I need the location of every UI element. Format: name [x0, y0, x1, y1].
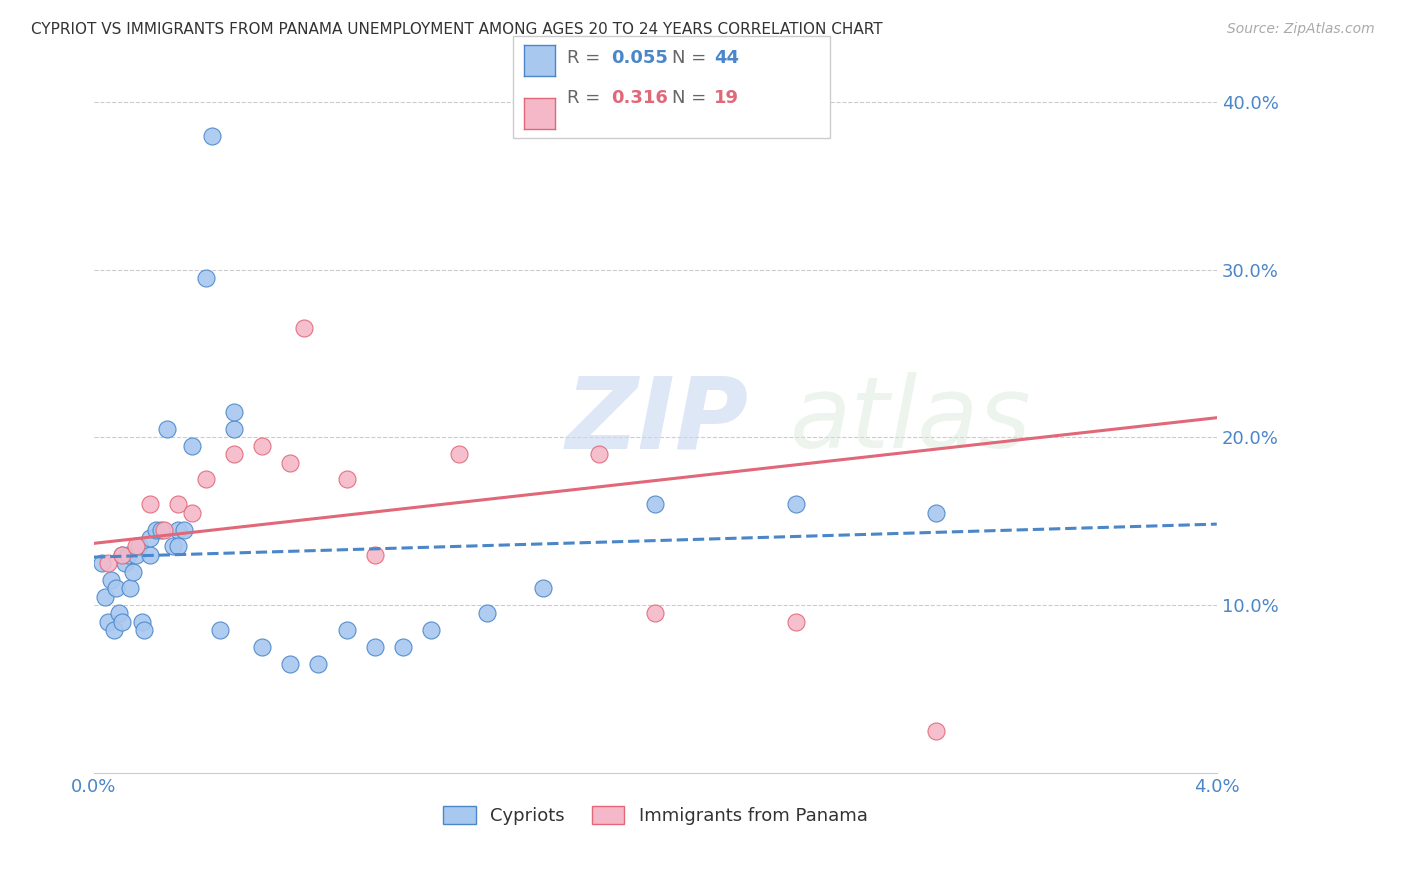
Text: CYPRIOT VS IMMIGRANTS FROM PANAMA UNEMPLOYMENT AMONG AGES 20 TO 24 YEARS CORRELA: CYPRIOT VS IMMIGRANTS FROM PANAMA UNEMPL… — [31, 22, 883, 37]
Point — [91, 556, 114, 570]
Point — [167, 498, 190, 512]
Point — [280, 456, 302, 470]
Point — [181, 506, 204, 520]
Text: N =: N = — [672, 49, 711, 67]
Point — [644, 607, 666, 621]
Text: 19: 19 — [714, 89, 740, 107]
Point — [363, 640, 385, 654]
Text: Source: ZipAtlas.com: Source: ZipAtlas.com — [1227, 22, 1375, 37]
Point — [156, 422, 179, 436]
Point — [128, 540, 150, 554]
Text: R =: R = — [567, 89, 606, 107]
Point — [122, 565, 145, 579]
Point — [363, 548, 385, 562]
Point — [252, 439, 274, 453]
Point — [294, 321, 316, 335]
Point — [173, 523, 195, 537]
Point — [201, 128, 224, 143]
Point — [181, 439, 204, 453]
Point — [785, 615, 807, 629]
Point — [588, 447, 610, 461]
Point — [131, 615, 153, 629]
Point — [252, 640, 274, 654]
Point — [145, 523, 167, 537]
Point — [391, 640, 413, 654]
Point — [134, 624, 156, 638]
Point — [125, 548, 148, 562]
Point — [125, 540, 148, 554]
Point — [139, 498, 162, 512]
Point — [195, 271, 218, 285]
Point — [97, 556, 120, 570]
Legend: Cypriots, Immigrants from Panama: Cypriots, Immigrants from Panama — [434, 797, 876, 834]
Text: ZIP: ZIP — [565, 372, 748, 469]
Point — [139, 548, 162, 562]
Point — [103, 624, 125, 638]
Point — [153, 523, 176, 537]
Point — [111, 615, 134, 629]
Point — [105, 582, 128, 596]
Point — [785, 498, 807, 512]
Text: 0.316: 0.316 — [612, 89, 668, 107]
Point — [925, 506, 948, 520]
Point — [475, 607, 498, 621]
Text: 0.055: 0.055 — [612, 49, 668, 67]
Point — [97, 615, 120, 629]
Text: R =: R = — [567, 49, 606, 67]
Point — [644, 498, 666, 512]
Point — [111, 548, 134, 562]
Point — [162, 540, 184, 554]
Point — [447, 447, 470, 461]
Text: atlas: atlas — [790, 372, 1032, 469]
Point — [167, 540, 190, 554]
Point — [139, 531, 162, 545]
Point — [167, 523, 190, 537]
Point — [195, 472, 218, 486]
Point — [94, 590, 117, 604]
Point — [280, 657, 302, 671]
Point — [335, 624, 357, 638]
Point — [531, 582, 554, 596]
Text: N =: N = — [672, 89, 711, 107]
Point — [114, 556, 136, 570]
Point — [111, 548, 134, 562]
Point — [925, 723, 948, 738]
Point — [224, 447, 246, 461]
Point — [209, 624, 232, 638]
Text: 44: 44 — [714, 49, 740, 67]
Point — [120, 582, 142, 596]
Point — [419, 624, 441, 638]
Point — [117, 548, 139, 562]
Point — [335, 472, 357, 486]
Point — [100, 573, 122, 587]
Point — [308, 657, 330, 671]
Point — [224, 422, 246, 436]
Point — [108, 607, 131, 621]
Point — [150, 523, 173, 537]
Point — [224, 405, 246, 419]
